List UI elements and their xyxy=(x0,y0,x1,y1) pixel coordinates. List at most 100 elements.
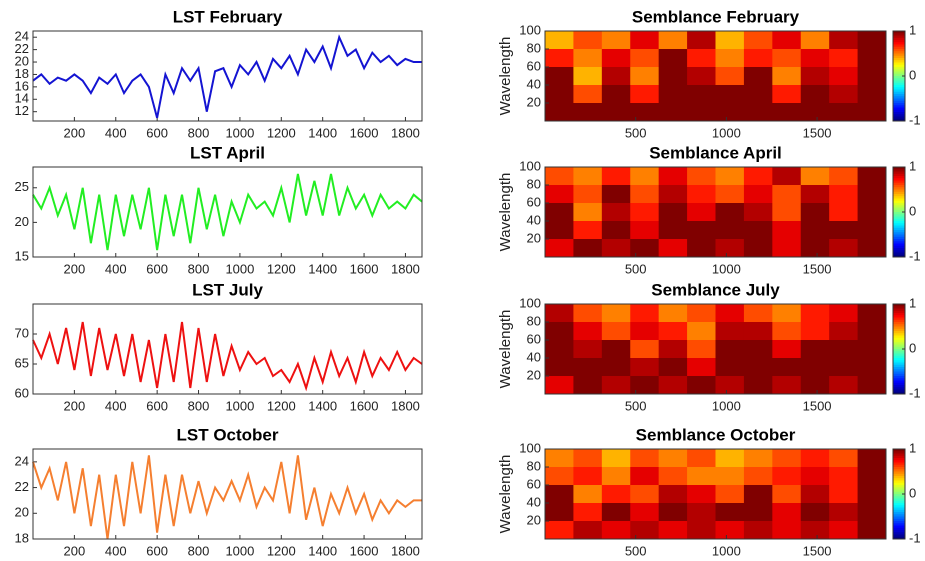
x-tick-label: 1800 xyxy=(391,261,420,276)
chart-title: Semblance April xyxy=(649,143,782,162)
colorbar-step xyxy=(893,33,905,36)
heat-cell xyxy=(658,485,688,504)
heat-cell xyxy=(829,221,859,240)
x-tick-label: 200 xyxy=(64,125,86,140)
x-tick-label: 1600 xyxy=(350,261,379,276)
colorbar-step xyxy=(893,234,905,238)
colorbar-step xyxy=(893,500,905,504)
colorbar-tick-label: 1 xyxy=(909,22,916,37)
heat-cell xyxy=(829,503,859,522)
x-tick-label: 600 xyxy=(146,543,168,558)
colorbar-step xyxy=(893,376,905,379)
heat-cell xyxy=(573,485,603,504)
colorbar-step xyxy=(893,364,905,368)
heat-cell xyxy=(800,340,830,359)
y-tick-label: 12 xyxy=(15,103,29,118)
heat-cell xyxy=(715,203,745,222)
heat-cell xyxy=(573,322,603,341)
x-tick-label: 800 xyxy=(188,543,210,558)
heat-cell xyxy=(601,49,631,68)
colorbar-step xyxy=(893,187,905,190)
x-tick-label: 1800 xyxy=(391,543,420,558)
heat-cell xyxy=(743,485,773,504)
y-axis-label: Wavelength xyxy=(497,310,514,389)
heat-cell xyxy=(687,103,716,122)
colorbar-step xyxy=(893,205,905,208)
heat-cell xyxy=(857,304,887,323)
heat-cell xyxy=(829,103,859,122)
colorbar-step xyxy=(893,216,905,220)
heat-cell xyxy=(601,67,631,86)
colorbar-step xyxy=(893,503,905,506)
heat-cell xyxy=(545,449,574,468)
colorbar-step xyxy=(893,55,905,59)
heat-cell xyxy=(687,49,716,68)
colorbar-step xyxy=(893,103,905,106)
heat-cell xyxy=(545,485,574,504)
heat-cell xyxy=(658,85,688,104)
heat-cell xyxy=(800,358,830,377)
heat-cell xyxy=(687,185,716,204)
colorbar-step xyxy=(893,471,905,475)
y-tick-label: 80 xyxy=(527,176,541,191)
heat-cell xyxy=(829,167,859,186)
colorbar-step xyxy=(893,60,905,63)
heat-cell xyxy=(857,358,887,377)
colorbar-step xyxy=(893,198,905,202)
heat-cell xyxy=(743,203,773,222)
plot-frame xyxy=(544,166,887,258)
colorbar-step xyxy=(893,232,905,235)
y-tick-label: 20 xyxy=(15,214,29,229)
heat-cell xyxy=(545,322,574,341)
series-line xyxy=(32,34,422,119)
heat-cell xyxy=(829,521,859,540)
colorbar-step xyxy=(893,478,905,481)
colorbar-step xyxy=(893,482,905,486)
heat-cell xyxy=(687,449,716,468)
plot-frame xyxy=(32,166,423,258)
x-tick-label: 200 xyxy=(64,261,86,276)
heat-cell xyxy=(857,85,887,104)
heat-cell xyxy=(658,67,688,86)
heat-cell xyxy=(601,322,631,341)
colorbar-step xyxy=(893,335,905,339)
heat-cell xyxy=(601,203,631,222)
colorbar-step xyxy=(893,171,905,175)
heat-cell xyxy=(715,239,745,258)
heat-cell xyxy=(715,167,745,186)
heat-cell xyxy=(715,322,745,341)
colorbar-step xyxy=(893,516,905,520)
x-tick-label: 1400 xyxy=(308,543,337,558)
heat-cell xyxy=(772,340,802,359)
colorbar-step xyxy=(893,360,905,363)
colorbar-step xyxy=(893,387,905,390)
heat-cell xyxy=(800,103,830,122)
heat-cell xyxy=(800,485,830,504)
heat-cell xyxy=(545,467,574,486)
heat-cell xyxy=(630,358,660,377)
heat-cell xyxy=(687,340,716,359)
heat-cell xyxy=(772,85,802,104)
heat-cell xyxy=(829,85,859,104)
colorbar-step xyxy=(893,498,905,502)
y-tick-label: 24 xyxy=(15,453,29,468)
heat-cell xyxy=(630,203,660,222)
heat-cell xyxy=(630,304,660,323)
heat-cell xyxy=(573,31,603,50)
colorbar-step xyxy=(893,191,905,195)
x-tick-label: 1500 xyxy=(803,543,832,558)
heat-cell xyxy=(687,322,716,341)
colorbar-step xyxy=(893,105,905,108)
heat-cell xyxy=(829,322,859,341)
colorbar-step xyxy=(893,469,905,472)
heat-cell xyxy=(857,503,887,522)
heat-cell xyxy=(601,167,631,186)
heat-cell xyxy=(857,67,887,86)
x-tick-label: 500 xyxy=(625,398,647,413)
heat-cell xyxy=(772,239,802,258)
colorbar-step xyxy=(893,353,905,357)
heat-cell xyxy=(715,185,745,204)
heat-cell xyxy=(658,31,688,50)
colorbar-step xyxy=(893,173,905,177)
colorbar-step xyxy=(893,189,905,193)
